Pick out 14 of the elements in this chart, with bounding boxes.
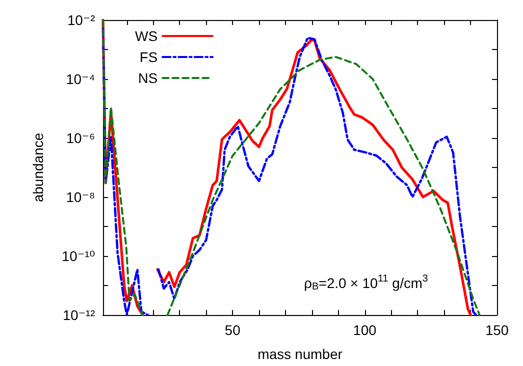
y-tick-label: 10⁻⁴	[66, 71, 95, 87]
legend-label: WS	[134, 28, 158, 44]
legend-label: NS	[138, 70, 158, 86]
legend-label: FS	[140, 49, 158, 65]
x-tick-label: 150	[485, 322, 509, 338]
y-tick-label: 10⁻⁶	[66, 130, 95, 146]
x-tick-label: 50	[224, 322, 241, 338]
y-tick-label: 10⁻²	[67, 12, 96, 28]
y-tick-label: 10⁻¹²	[62, 307, 96, 323]
y-tick-label: 10⁻¹⁰	[62, 248, 96, 264]
y-tick-label: 10⁻⁸	[66, 189, 96, 205]
x-tick-label: 100	[353, 322, 377, 338]
y-axis-title: abundance	[30, 132, 46, 202]
x-axis-title: mass number	[258, 346, 343, 362]
